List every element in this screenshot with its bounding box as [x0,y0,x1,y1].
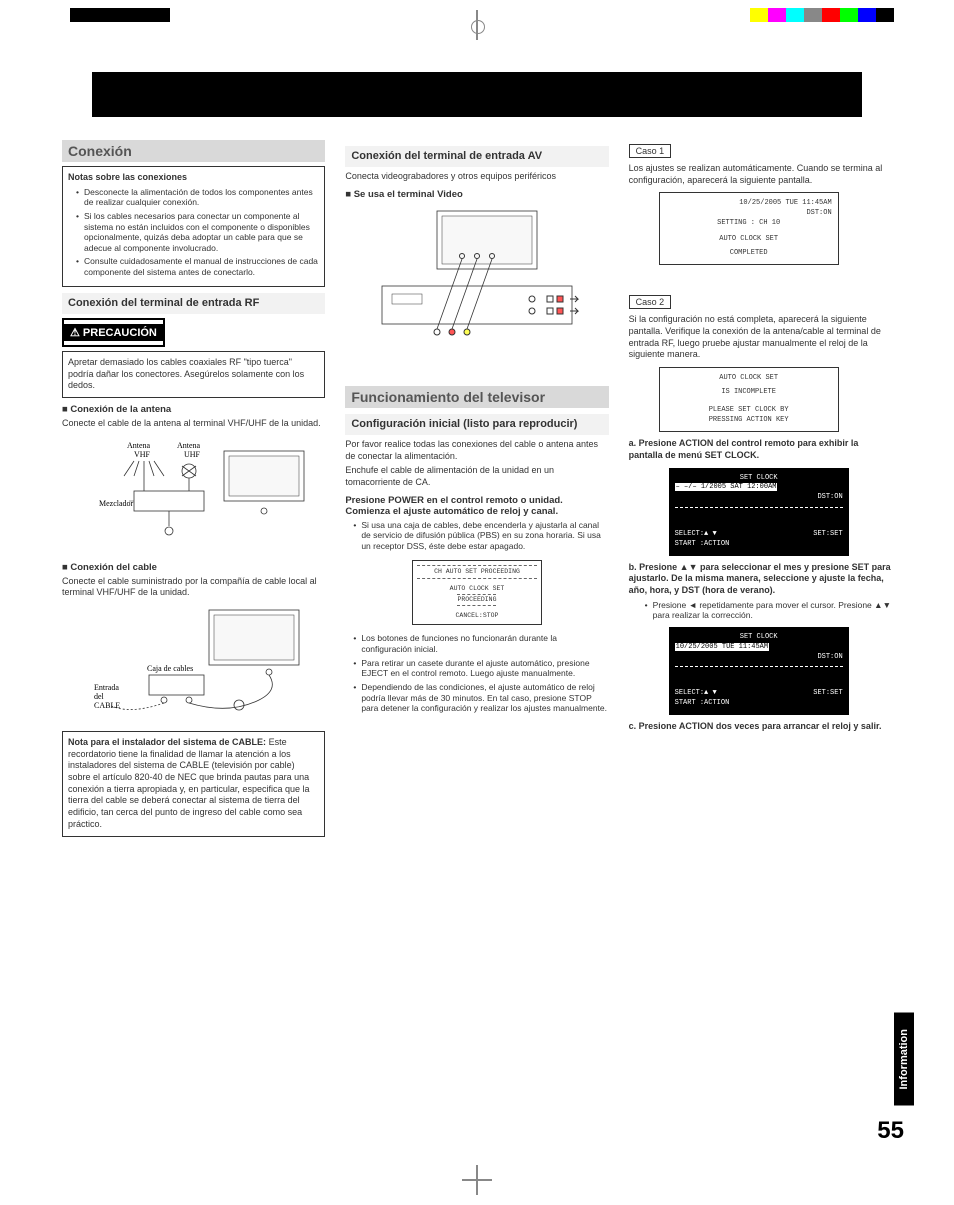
config-text1: Por favor realice todas las conexiones d… [345,439,608,462]
config-bullet: Para retirar un casete durante el ajuste… [353,658,608,679]
osd-proceeding: CH AUTO SET PROCEEDING AUTO CLOCK SET PR… [412,560,542,626]
svg-text:Caja de cables: Caja de cables [147,664,193,673]
notes-box: Notas sobre las conexiones Desconecte la… [62,166,325,287]
case2-label: Caso 2 [629,295,672,309]
installer-text: Este recordatorio tiene la finalidad de … [68,737,309,829]
osd-case2: AUTO CLOCK SET IS INCOMPLETE PLEASE SET … [659,367,839,432]
cable-diagram: Caja de cables Entrada del CABLE [62,605,325,725]
notes-title: Notas sobre las conexiones [68,172,319,184]
av-diagram [345,206,608,366]
warning-icon: ⚠ [70,327,83,339]
caution-text: Apretar demasiado los cables coaxiales R… [68,357,304,390]
svg-text:Mezclador: Mezclador [99,499,134,508]
info-tab: Information [894,1013,914,1106]
column-2: Conexión del terminal de entrada AV Cone… [345,140,608,841]
step-b-bullet: Presione ◄ repetidamente para mover el c… [645,600,892,621]
caution-badge: ⚠ PRECAUCIÓN [62,318,165,347]
av-text: Conecta videograbadores y otros equipos … [345,171,608,183]
registration-mark-black [70,8,170,22]
vhf-label: Antena [127,441,151,450]
case2-text: Si la configuración no está completa, ap… [629,314,892,361]
svg-text:CABLE: CABLE [94,701,120,710]
osd-setclock-b: SET CLOCK 10/25/2005 TUE 11:45AM DST:ON … [669,627,849,715]
cable-title: ■ Conexión del cable [62,562,325,573]
svg-text:Entrada: Entrada [94,683,119,692]
crop-mark-top [462,10,492,40]
power-bold: Presione POWER en el control remoto o un… [345,495,608,517]
installer-note-box: Nota para el instalador del sistema de C… [62,731,325,837]
caution-label: PRECAUCIÓN [83,327,157,339]
config-bullet: Los botones de funciones no funcionarán … [353,633,608,654]
config-bullet: Dependiendo de las condiciones, el ajust… [353,682,608,714]
step-c: c. Presione ACTION dos veces para arranc… [629,721,892,733]
av-title: Conexión del terminal de entrada AV [345,146,608,167]
step-b: b. Presione ▲▼ para seleccionar el mes y… [629,562,892,597]
note-item: Desconecte la alimentación de todos los … [76,187,319,208]
column-1: Conexión Notas sobre las conexiones Desc… [62,140,325,841]
power-bullet: Si usa una caja de cables, debe encender… [353,520,608,552]
case1-label: Caso 1 [629,144,672,158]
case1-text: Los ajustes se realizan automáticamente.… [629,163,892,186]
crop-mark-bottom [462,1165,492,1195]
caution-text-box: Apretar demasiado los cables coaxiales R… [62,351,325,398]
osd-case1: 10/25/2005 TUE 11:45AM DST:ON SETTING : … [659,192,839,265]
note-item: Consulte cuidadosamente el manual de ins… [76,256,319,277]
svg-text:del: del [94,692,105,701]
svg-text:UHF: UHF [184,450,201,459]
video-title: ■ Se usa el terminal Video [345,189,608,200]
registration-color-strip [750,8,894,22]
config-text2: Enchufe el cable de alimentación de la u… [345,465,608,488]
tv-section: Funcionamiento del televisor [345,386,608,408]
antenna-title: ■ Conexión de la antena [62,404,325,415]
rf-title: Conexión del terminal de entrada RF [62,293,325,314]
page-number: 55 [877,1117,904,1145]
column-3: Caso 1 Los ajustes se realizan automátic… [629,140,892,841]
antenna-diagram: Antena VHF Antena UHF [62,436,325,556]
config-title: Configuración inicial (listo para reprod… [345,414,608,435]
svg-text:Antena: Antena [177,441,201,450]
svg-text:VHF: VHF [134,450,151,459]
section-conexion: Conexión [62,140,325,162]
cable-text: Conecte el cable suministrado por la com… [62,576,325,599]
installer-title: Nota para el instalador del sistema de C… [68,737,266,747]
header-bar [92,72,862,117]
step-a: a. Presione ACTION del control remoto pa… [629,438,892,461]
note-item: Si los cables necesarios para conectar u… [76,211,319,254]
osd-setclock-a: SET CLOCK – –/– 1/2005 SAT 12:00AM DST:O… [669,468,849,556]
antenna-text: Conecte el cable de la antena al termina… [62,418,325,430]
